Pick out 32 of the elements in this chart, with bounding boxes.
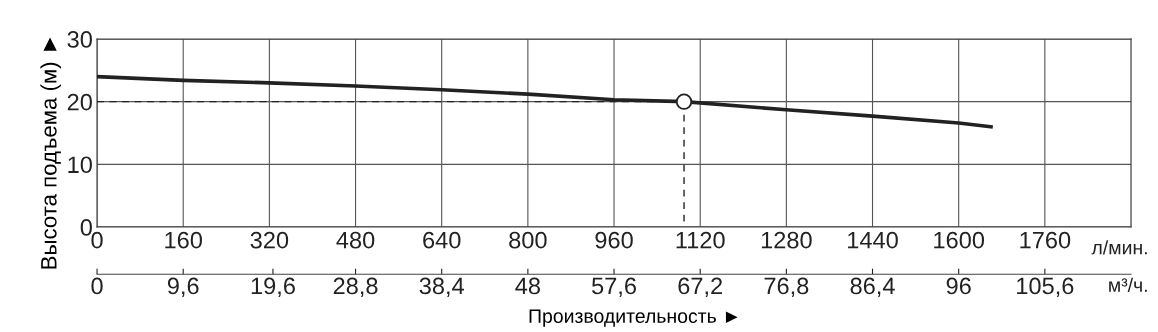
x-tick-label: 1440 (848, 231, 898, 249)
x2-tick-label: 38,4 (419, 277, 464, 298)
x-tick-label: 320 (250, 231, 289, 249)
x-tick-label: 0 (91, 231, 103, 249)
x-tick-label: 1600 (934, 231, 985, 249)
x2-tick-label: 57,6 (592, 277, 636, 298)
y-tick-label: 20 (67, 93, 92, 111)
y-tick-label: 0 (80, 219, 92, 236)
x-tick-label: 960 (595, 231, 633, 249)
x-tick-label: 1280 (761, 231, 812, 249)
y-axis-title: Высота подъема (м) ► (40, 37, 62, 269)
x2-tick-label: 96 (946, 277, 971, 295)
x-tick-label: 1120 (676, 231, 725, 249)
y-tick-label: 10 (68, 156, 92, 174)
text: м³/ч. (1109, 277, 1147, 293)
x2-tick-label: 28,8 (333, 277, 378, 298)
x-axis-title: Производительность ► (529, 309, 738, 327)
x-tick-label: 480 (336, 231, 375, 249)
x-tick-label: 1760 (1020, 231, 1071, 249)
x-tick-label: 800 (509, 231, 547, 249)
x2-tick-label: 105,6 (1017, 277, 1074, 298)
x-tick-label: 160 (165, 231, 202, 249)
y-tick-label: 30 (67, 31, 92, 48)
x2-tick-label: 48 (515, 277, 540, 295)
x-tick-label: 640 (423, 231, 461, 249)
x2-tick-label: 76,8 (764, 277, 809, 298)
x2-tick-label: 86,4 (850, 277, 895, 298)
x2-tick-label: 19,6 (251, 277, 295, 298)
text: л/мин. (1091, 240, 1147, 255)
x2-tick-label: 9,6 (167, 277, 199, 298)
x2-tick-label: 67,2 (678, 277, 722, 298)
x2-tick-label: 0 (91, 277, 103, 295)
